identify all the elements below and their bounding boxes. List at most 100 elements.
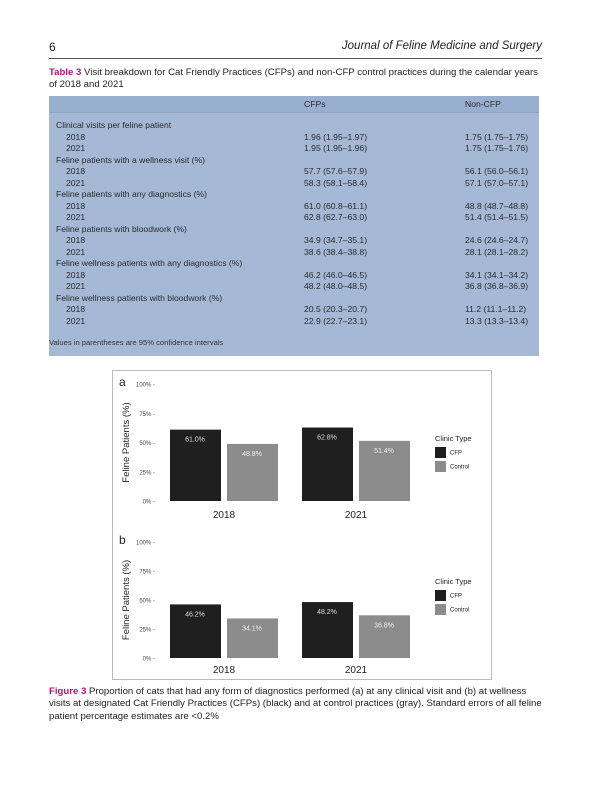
legend-swatch — [435, 447, 446, 458]
panel-label: b — [119, 533, 126, 547]
table-row: 2021 1.95 (1.95–1.96) 1.75 (1.75–1.76) — [49, 143, 539, 155]
cell-non-cfp: 28.1 (28.1–28.2) — [465, 247, 539, 259]
cell-cfp: 1.96 (1.95–1.97) — [304, 132, 465, 144]
table-row: 2018 46.2 (46.0–46.5) 34.1 (34.1–34.2) — [49, 270, 539, 282]
page-header: 6 Journal of Feline Medicine and Surgery — [49, 40, 542, 56]
table-row: 2021 48.2 (48.0–48.5) 36.8 (36.8–36.9) — [49, 281, 539, 293]
cell-cfp — [304, 258, 465, 270]
row-label: Clinical visits per feline patient — [49, 113, 304, 132]
y-tick-label: 100% - — [136, 383, 155, 389]
table-header-row: CFPs Non-CFP — [49, 96, 539, 113]
figure-caption-text: Proportion of cats that had any form of … — [49, 686, 542, 722]
data-label: 51.4% — [374, 448, 394, 455]
cell-non-cfp: 51.4 (51.4–51.5) — [465, 212, 539, 224]
column-header-non-cfp: Non-CFP — [465, 96, 539, 113]
cell-non-cfp: 56.1 (56.0–56.1) — [465, 166, 539, 178]
row-label: 2021 — [49, 281, 304, 293]
row-label: 2018 — [49, 201, 304, 213]
row-label: 2018 — [49, 132, 304, 144]
cell-non-cfp: 57.1 (57.0–57.1) — [465, 178, 539, 190]
cell-cfp: 57.7 (57.6–57.9) — [304, 166, 465, 178]
legend-entry: Control — [450, 465, 469, 471]
table-row: 2021 58.3 (58.1–58.4) 57.1 (57.0–57.1) — [49, 178, 539, 190]
legend-entry: Control — [450, 608, 469, 614]
page-number: 6 — [49, 40, 56, 54]
cell-cfp: 22.9 (22.7–23.1) — [304, 316, 465, 328]
cell-non-cfp: 11.2 (11.1–11.2) — [465, 304, 539, 316]
y-tick-label: 50% - — [139, 441, 155, 447]
cell-cfp: 34.9 (34.7–35.1) — [304, 235, 465, 247]
y-tick-label: 0% - — [143, 500, 155, 506]
data-label: 48.8% — [242, 451, 262, 458]
data-label: 36.8% — [374, 622, 394, 629]
cell-non-cfp: 1.75 (1.75–1.75) — [465, 132, 539, 144]
cell-non-cfp — [465, 189, 539, 201]
x-tick-label: 2018 — [213, 510, 236, 521]
x-tick-label: 2021 — [345, 665, 368, 676]
figure-3: a 0% - 25% - 50% - 75% - 100% - Feline Patient… — [112, 370, 492, 680]
cell-cfp: 46.2 (46.0–46.5) — [304, 270, 465, 282]
cell-cfp: 48.2 (48.0–48.5) — [304, 281, 465, 293]
legend-title: Clinic Type — [435, 577, 472, 586]
figure-label: Figure 3 — [49, 686, 86, 697]
row-label: Feline patients with any diagnostics (%) — [49, 189, 304, 201]
cell-cfp: 62.8 (62.7–63.0) — [304, 212, 465, 224]
table-row: 2018 34.9 (34.7–35.1) 24.6 (24.6–24.7) — [49, 235, 539, 247]
table-footnote: Values in parentheses are 95% confidence… — [49, 338, 223, 347]
table-label: Table 3 — [49, 67, 81, 78]
table-row: Clinical visits per feline patient — [49, 113, 539, 132]
table-row: Feline patients with bloodwork (%) — [49, 224, 539, 236]
table-row: Feline patients with any diagnostics (%) — [49, 189, 539, 201]
table-row: 2021 62.8 (62.7–63.0) 51.4 (51.4–51.5) — [49, 212, 539, 224]
cell-cfp: 58.3 (58.1–58.4) — [304, 178, 465, 190]
legend-title: Clinic Type — [435, 434, 472, 443]
table-caption-text: Visit breakdown for Cat Friendly Practic… — [49, 67, 538, 90]
table-row: Feline wellness patients with bloodwork … — [49, 293, 539, 305]
row-label: 2021 — [49, 316, 304, 328]
table-caption: Table 3 Visit breakdown for Cat Friendly… — [49, 67, 544, 92]
x-tick-label: 2018 — [213, 665, 236, 676]
data-label: 62.8% — [317, 435, 337, 442]
cell-cfp: 61.0 (60.8–61.1) — [304, 201, 465, 213]
table-row: 2021 22.9 (22.7–23.1) 13.3 (13.3–13.4) — [49, 316, 539, 328]
results-table: CFPs Non-CFP Clinical visits per feline … — [49, 96, 539, 356]
cell-non-cfp — [465, 224, 539, 236]
row-label: Feline patients with a wellness visit (%… — [49, 155, 304, 167]
table-row: Feline patients with a wellness visit (%… — [49, 155, 539, 167]
cell-non-cfp: 34.1 (34.1–34.2) — [465, 270, 539, 282]
panel-label: a — [119, 375, 126, 389]
data-label: 61.0% — [185, 437, 205, 444]
data-label: 34.1% — [242, 625, 262, 632]
row-label: Feline wellness patients with bloodwork … — [49, 293, 304, 305]
cell-cfp: 20.5 (20.3–20.7) — [304, 304, 465, 316]
figure-caption: Figure 3 Proportion of cats that had any… — [49, 686, 544, 723]
row-label: 2018 — [49, 304, 304, 316]
y-tick-label: 0% - — [143, 657, 155, 663]
header-rule — [49, 58, 542, 59]
cell-non-cfp: 1.75 (1.75–1.76) — [465, 143, 539, 155]
table-row: 2018 61.0 (60.8–61.1) 48.8 (48.7–48.8) — [49, 201, 539, 213]
legend-entry: CFP — [450, 451, 462, 457]
y-tick-label: 25% - — [139, 628, 155, 634]
legend-swatch — [435, 604, 446, 615]
table-row: 2018 57.7 (57.6–57.9) 56.1 (56.0–56.1) — [49, 166, 539, 178]
y-tick-label: 25% - — [139, 470, 155, 476]
cell-non-cfp — [465, 155, 539, 167]
cell-non-cfp: 13.3 (13.3–13.4) — [465, 316, 539, 328]
y-tick-label: 100% - — [136, 541, 155, 547]
row-label: 2021 — [49, 212, 304, 224]
row-label: 2018 — [49, 235, 304, 247]
cell-non-cfp: 24.6 (24.6–24.7) — [465, 235, 539, 247]
row-label: 2021 — [49, 247, 304, 259]
cell-cfp — [304, 224, 465, 236]
column-header-cfps: CFPs — [304, 96, 465, 113]
y-axis-label: Feline Patients (%) — [121, 560, 132, 640]
y-tick-label: 75% - — [139, 570, 155, 576]
cell-cfp — [304, 293, 465, 305]
table-row: 2018 1.96 (1.95–1.97) 1.75 (1.75–1.75) — [49, 132, 539, 144]
cell-non-cfp — [465, 258, 539, 270]
row-label: 2021 — [49, 143, 304, 155]
cell-non-cfp — [465, 293, 539, 305]
y-axis-label: Feline Patients (%) — [121, 402, 132, 482]
cell-cfp — [304, 113, 465, 132]
